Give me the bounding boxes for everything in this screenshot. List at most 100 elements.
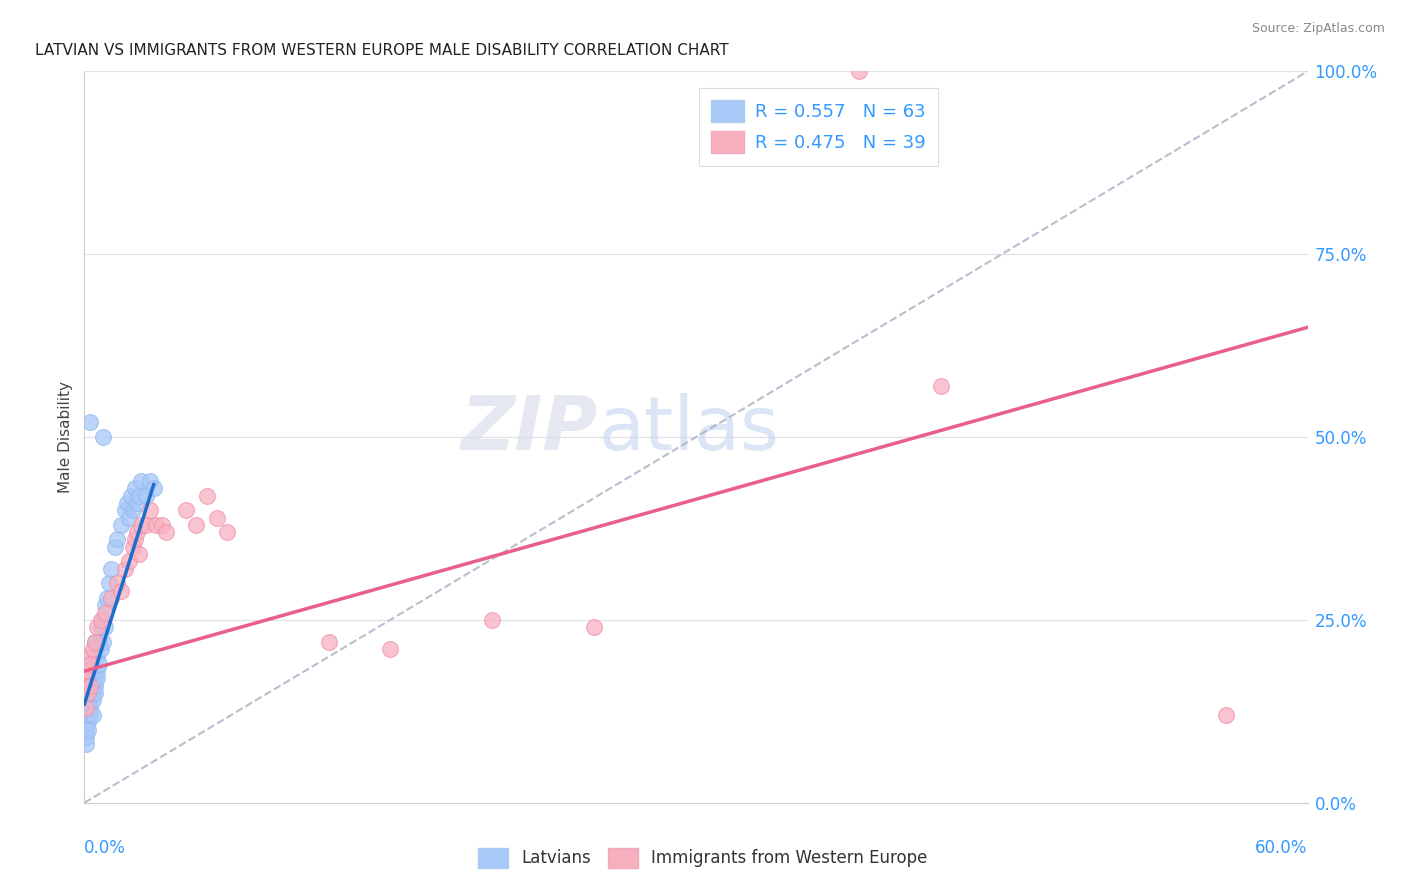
Point xyxy=(186,517,208,532)
Point xyxy=(83,672,105,686)
Point xyxy=(82,708,104,723)
Text: 0.0%: 0.0% xyxy=(84,839,127,857)
Point xyxy=(75,672,97,686)
Point xyxy=(75,686,97,700)
Text: LATVIAN VS IMMIGRANTS FROM WESTERN EUROPE MALE DISABILITY CORRELATION CHART: LATVIAN VS IMMIGRANTS FROM WESTERN EUROP… xyxy=(35,43,730,58)
Point xyxy=(90,642,112,657)
Point xyxy=(82,679,104,693)
Point xyxy=(380,642,402,657)
Point xyxy=(100,591,122,605)
Point xyxy=(75,730,97,744)
Point xyxy=(100,562,122,576)
Point xyxy=(82,686,104,700)
Point xyxy=(118,510,141,524)
Point xyxy=(122,503,145,517)
Point xyxy=(87,635,110,649)
Point xyxy=(91,635,114,649)
Point xyxy=(122,540,145,554)
Point xyxy=(90,620,112,634)
Point xyxy=(155,525,177,540)
Point xyxy=(93,599,115,613)
Point xyxy=(86,649,108,664)
Point xyxy=(105,533,128,547)
Point xyxy=(150,517,173,532)
Point xyxy=(217,525,239,540)
Point xyxy=(79,679,101,693)
Point xyxy=(110,583,132,598)
Point xyxy=(79,657,101,671)
Point xyxy=(131,474,153,488)
Point xyxy=(174,503,197,517)
Point xyxy=(77,649,100,664)
Y-axis label: Male Disability: Male Disability xyxy=(58,381,73,493)
Point xyxy=(120,489,142,503)
Point xyxy=(127,496,149,510)
Legend: R = 0.557   N = 63, R = 0.475   N = 39: R = 0.557 N = 63, R = 0.475 N = 39 xyxy=(699,87,938,166)
Point xyxy=(124,481,146,495)
Point xyxy=(75,715,97,730)
Point xyxy=(96,591,118,605)
Point xyxy=(138,474,160,488)
Point xyxy=(75,700,97,714)
Point xyxy=(77,686,100,700)
Point xyxy=(86,672,108,686)
Point xyxy=(83,635,105,649)
Point xyxy=(90,613,112,627)
Point xyxy=(91,430,114,444)
Point xyxy=(318,635,340,649)
Point xyxy=(93,606,115,620)
Point xyxy=(77,693,100,707)
Point xyxy=(75,700,97,714)
Point xyxy=(77,686,100,700)
Text: atlas: atlas xyxy=(598,393,779,467)
Point xyxy=(135,517,157,532)
Point xyxy=(83,686,105,700)
Point xyxy=(75,708,97,723)
Point xyxy=(1215,708,1237,723)
Point xyxy=(82,664,104,678)
Legend: Latvians, Immigrants from Western Europe: Latvians, Immigrants from Western Europe xyxy=(471,841,935,875)
Point xyxy=(124,533,146,547)
Point xyxy=(114,503,136,517)
Point xyxy=(929,379,952,393)
Point xyxy=(128,547,150,561)
Point xyxy=(83,649,105,664)
Text: 60.0%: 60.0% xyxy=(1256,839,1308,857)
Point xyxy=(127,525,149,540)
Point xyxy=(83,635,105,649)
Point xyxy=(481,613,503,627)
Text: Source: ZipAtlas.com: Source: ZipAtlas.com xyxy=(1251,22,1385,36)
Point xyxy=(79,672,101,686)
Point xyxy=(128,489,150,503)
Point xyxy=(77,700,100,714)
Point xyxy=(87,657,110,671)
Point xyxy=(91,613,114,627)
Point xyxy=(104,540,127,554)
Point xyxy=(79,679,101,693)
Point xyxy=(82,693,104,707)
Point xyxy=(77,672,100,686)
Point xyxy=(118,554,141,568)
Point xyxy=(79,657,101,671)
Point xyxy=(83,679,105,693)
Point xyxy=(142,481,165,495)
Point xyxy=(86,664,108,678)
Point xyxy=(75,679,97,693)
Point xyxy=(138,503,160,517)
Point xyxy=(86,620,108,634)
Point xyxy=(195,489,218,503)
Point xyxy=(93,620,115,634)
Point xyxy=(75,737,97,751)
Text: ZIP: ZIP xyxy=(461,393,598,467)
Point xyxy=(131,517,153,532)
Point xyxy=(77,679,100,693)
Point xyxy=(583,620,606,634)
Point xyxy=(77,664,100,678)
Point xyxy=(135,489,157,503)
Point xyxy=(82,642,104,657)
Point xyxy=(114,562,136,576)
Point xyxy=(145,517,167,532)
Point xyxy=(79,686,101,700)
Point xyxy=(77,708,100,723)
Point xyxy=(848,64,870,78)
